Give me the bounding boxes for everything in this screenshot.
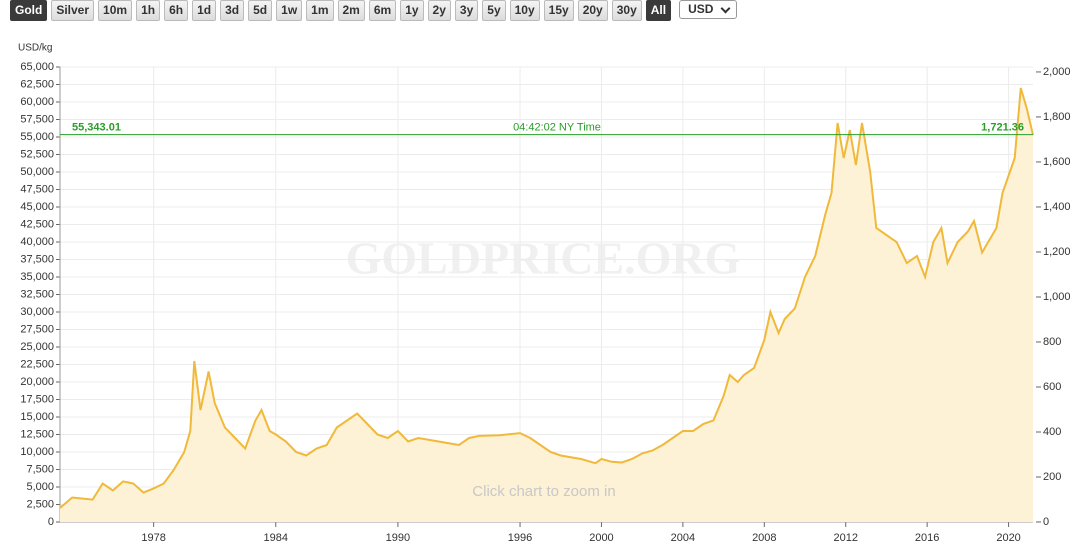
range-button[interactable]: 5d — [248, 0, 273, 21]
x-tick-label: 1990 — [386, 532, 410, 544]
range-button[interactable]: 10m — [98, 0, 133, 21]
y2-tick-label: 600 — [1043, 381, 1061, 393]
x-tick-label: 1996 — [508, 532, 532, 544]
y2-tick-label: 1,200 — [1043, 246, 1071, 258]
y-tick-label: 7,500 — [26, 463, 54, 475]
x-tick-label: 2016 — [915, 532, 939, 544]
y2-tick-label: 2,000 — [1043, 66, 1071, 78]
y-tick-label: 27,500 — [20, 323, 54, 335]
currency-select[interactable]: USD — [679, 0, 738, 19]
range-button[interactable]: 30y — [611, 0, 642, 21]
y2-tick-label: 200 — [1043, 471, 1061, 483]
y2-tick-label: 400 — [1043, 426, 1061, 438]
current-price-oz: 1,721.36 — [981, 122, 1024, 134]
range-button[interactable]: Gold — [10, 0, 48, 21]
y-axis-label: USD/kg — [18, 43, 52, 54]
y-tick-label: 57,500 — [20, 113, 54, 125]
y-tick-label: 45,000 — [20, 201, 54, 213]
range-button[interactable]: 6h — [164, 0, 189, 21]
y2-tick-label: 800 — [1043, 336, 1061, 348]
current-time: 04:42:02 NY Time — [513, 122, 601, 134]
x-tick-label: 1984 — [264, 532, 288, 544]
range-button[interactable]: 6m — [368, 0, 397, 21]
current-price-label: 55,343.01 — [72, 122, 121, 134]
range-button[interactable]: 1y — [400, 0, 424, 21]
x-tick-label: 2012 — [833, 532, 857, 544]
x-tick-label: 1978 — [141, 532, 165, 544]
y-tick-label: 0 — [48, 516, 54, 528]
y-tick-label: 65,000 — [20, 61, 54, 73]
y-tick-label: 35,000 — [20, 271, 54, 283]
x-tick-label: 2020 — [996, 532, 1020, 544]
range-button[interactable]: 5y — [482, 0, 506, 21]
y2-tick-label: 1,400 — [1043, 201, 1071, 213]
x-tick-label: 2008 — [752, 532, 776, 544]
range-button[interactable]: 20y — [577, 0, 608, 21]
y-tick-label: 17,500 — [20, 393, 54, 405]
y-tick-label: 37,500 — [20, 253, 54, 265]
line — [59, 87, 1034, 509]
range-button[interactable]: 2m — [337, 0, 365, 21]
area — [60, 88, 1033, 522]
range-button[interactable]: All — [645, 0, 672, 21]
y-tick-label: 12,500 — [20, 428, 54, 440]
range-button[interactable]: 2y — [427, 0, 451, 21]
range-button[interactable]: 3d — [220, 0, 245, 21]
y-tick-label: 40,000 — [20, 236, 54, 248]
y-tick-label: 42,500 — [20, 218, 54, 230]
y2-tick-label: 1,800 — [1043, 111, 1071, 123]
y-tick-label: 52,500 — [20, 148, 54, 160]
y-tick-label: 5,000 — [26, 481, 54, 493]
toolbar: Gold Silver 10m 1h 6h 1d 3d 5d 1w 1m 2m 6m 1y 2y 3y 5y 1… — [10, 0, 738, 21]
y-tick-label: 55,000 — [20, 131, 54, 143]
range-button[interactable]: 1m — [306, 0, 334, 21]
range-button[interactable]: 1w — [276, 0, 303, 21]
y-tick-label: 2,500 — [26, 498, 54, 510]
y-tick-label: 60,000 — [20, 96, 54, 108]
y-tick-label: 32,500 — [20, 288, 54, 300]
y-tick-label: 62,500 — [20, 78, 54, 90]
y-tick-label: 22,500 — [20, 358, 54, 370]
y2-tick-label: 1,000 — [1043, 291, 1071, 303]
y-tick-label: 30,000 — [20, 306, 54, 318]
x-tick-label: 2000 — [589, 532, 613, 544]
y-tick-label: 25,000 — [20, 341, 54, 353]
y-tick-label: 20,000 — [20, 376, 54, 388]
y-tick-label: 50,000 — [20, 166, 54, 178]
x-tick-label: 2004 — [671, 532, 695, 544]
range-button[interactable]: Silver — [51, 0, 95, 21]
range-button[interactable]: 1h — [136, 0, 161, 21]
range-button[interactable]: 3y — [454, 0, 479, 21]
range-button[interactable]: 10y — [509, 0, 540, 21]
watermark: GOLDPRICE.ORG — [346, 233, 741, 284]
y2-tick-label: 1,600 — [1043, 156, 1071, 168]
y-tick-label: 15,000 — [20, 411, 54, 423]
range-button[interactable]: 1d — [192, 0, 217, 21]
range-button[interactable]: 15y — [543, 0, 574, 21]
y-tick-label: 47,500 — [20, 183, 54, 195]
y-tick-label: 10,000 — [20, 446, 54, 458]
zoom-hint: Click chart to zoom in — [472, 483, 615, 500]
y2-tick-label: 0 — [1043, 516, 1049, 528]
